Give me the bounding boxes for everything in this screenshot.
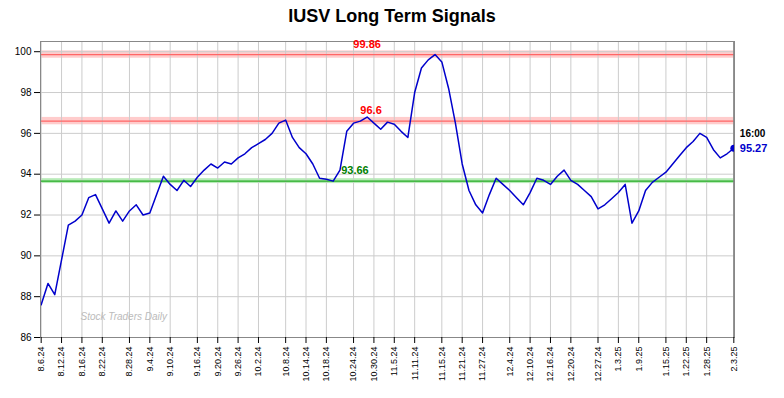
svg-text:10.2.24: 10.2.24	[253, 347, 263, 377]
svg-text:10.24.24: 10.24.24	[348, 347, 358, 382]
svg-text:95.27: 95.27	[740, 142, 768, 154]
svg-text:12.20.24: 12.20.24	[566, 347, 576, 382]
svg-text:10.18.24: 10.18.24	[321, 347, 331, 382]
svg-text:10.30.24: 10.30.24	[369, 347, 379, 382]
html-text:IUSV Long Term Signals: IUSV Long Term Signals	[288, 6, 496, 26]
svg-text:9.20.24: 9.20.24	[213, 347, 223, 377]
svg-text:16:00: 16:00	[740, 128, 766, 139]
svg-text:1.22.25: 1.22.25	[681, 347, 691, 377]
svg-text:1.28.25: 1.28.25	[702, 347, 712, 377]
svg-text:12.27.24: 12.27.24	[593, 347, 603, 382]
svg-text:8.16.24: 8.16.24	[77, 347, 87, 377]
svg-text:11.15.24: 11.15.24	[437, 347, 447, 381]
svg-text:12.10.24: 12.10.24	[525, 347, 535, 382]
svg-text:11.5.24: 11.5.24	[389, 347, 399, 376]
svg-text:11.27.24: 11.27.24	[477, 347, 487, 381]
svg-text:9.16.24: 9.16.24	[192, 347, 202, 377]
svg-text:94: 94	[20, 168, 32, 179]
svg-text:98: 98	[20, 87, 32, 98]
svg-text:8.12.24: 8.12.24	[56, 347, 66, 377]
svg-text:88: 88	[20, 291, 32, 302]
svg-text:93.66: 93.66	[341, 164, 369, 176]
svg-text:9.26.24: 9.26.24	[233, 347, 243, 377]
svg-text:8.6.24: 8.6.24	[36, 347, 46, 372]
svg-text:Stock Traders Daily: Stock Traders Daily	[81, 311, 169, 322]
svg-text:11.11.24: 11.11.24	[410, 347, 420, 381]
svg-text:1.9.25: 1.9.25	[634, 347, 644, 372]
svg-text:99.86: 99.86	[353, 38, 381, 50]
svg-text:96: 96	[20, 128, 32, 139]
svg-text:96.6: 96.6	[360, 104, 381, 116]
svg-text:90: 90	[20, 250, 32, 261]
svg-text:92: 92	[20, 209, 32, 220]
svg-text:8.22.24: 8.22.24	[97, 347, 107, 377]
svg-text:1.3.25: 1.3.25	[613, 347, 623, 372]
svg-text:9.4.24: 9.4.24	[145, 347, 155, 372]
svg-text:9.10.24: 9.10.24	[165, 347, 175, 377]
svg-text:10.14.24: 10.14.24	[301, 347, 311, 382]
svg-text:11.21.24: 11.21.24	[457, 347, 467, 381]
svg-text:100: 100	[15, 46, 32, 57]
svg-text:8.28.24: 8.28.24	[124, 347, 134, 377]
svg-text:1.15.25: 1.15.25	[661, 347, 671, 377]
svg-text:12.16.24: 12.16.24	[545, 347, 555, 382]
svg-text:2.3.25: 2.3.25	[729, 347, 739, 372]
svg-text:86: 86	[20, 332, 32, 343]
svg-text:10.8.24: 10.8.24	[281, 347, 291, 377]
svg-text:12.4.24: 12.4.24	[505, 347, 515, 377]
